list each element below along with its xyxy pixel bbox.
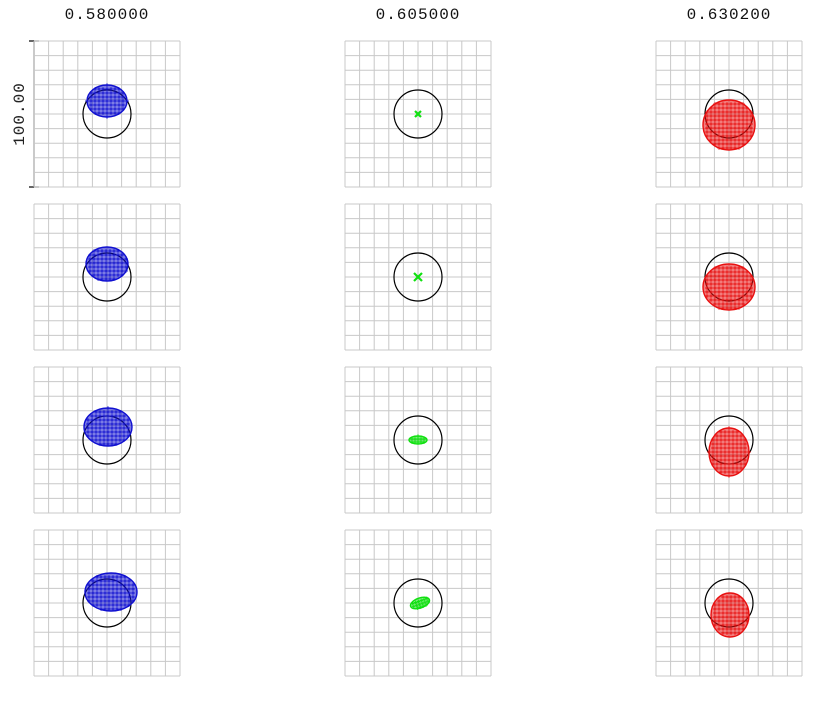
spot-blob — [710, 592, 750, 638]
spot-blue-spot-column — [85, 83, 129, 119]
spot-panel-field-2-blue-spot-column — [33, 203, 181, 351]
airy-disk-circle — [393, 578, 443, 628]
spot-blob — [84, 572, 138, 612]
spot-blob — [702, 99, 756, 151]
spot-red-spot-column — [707, 426, 751, 478]
spot-panel-field-4-blue-spot-column — [33, 529, 181, 677]
spot-blue-spot-column — [83, 406, 133, 447]
wavelength-label-1: 0.580000 — [65, 6, 150, 24]
spot-panel-field-4-green-spot-column — [344, 529, 492, 677]
spot-blue-spot-column — [84, 572, 138, 612]
spot-ray-marks — [86, 406, 130, 446]
spot-panel-field-2-red-spot-column — [655, 203, 803, 351]
scale-bar-label: 100.00 — [11, 82, 29, 146]
spot-ray-marks — [88, 249, 128, 281]
spot-panel-field-3-red-spot-column — [655, 366, 803, 514]
spot-ray-marks — [410, 434, 426, 444]
spot-ray-marks — [705, 266, 753, 310]
spot-green-spot-column — [413, 272, 423, 282]
wavelength-label-2: 0.605000 — [376, 6, 461, 24]
spot-mark — [414, 110, 422, 118]
spot-ray-marks — [713, 595, 749, 635]
spot-red-spot-column — [702, 99, 756, 151]
wavelength-headers: 0.580000 0.605000 0.630200 — [65, 6, 772, 24]
spot-ray-marks — [85, 83, 129, 119]
spot-ray-marks — [410, 596, 430, 610]
spot-panel-field-3-blue-spot-column — [33, 366, 181, 514]
airy-disk-circle — [393, 89, 443, 139]
spot-panel-field-1-green-spot-column — [344, 40, 492, 188]
spot-blob — [702, 263, 756, 311]
spot-ray-marks — [87, 575, 135, 611]
spot-green-spot-column — [408, 434, 428, 445]
spot-panels — [33, 40, 803, 677]
airy-disk-circle — [393, 252, 443, 302]
spot-mark — [413, 272, 423, 282]
spot-panel-field-1-red-spot-column — [655, 40, 803, 188]
spot-green-spot-column — [414, 110, 422, 118]
airy-disk-circle — [393, 415, 443, 465]
spot-blob — [85, 246, 129, 282]
spot-green-spot-column — [409, 596, 431, 610]
wavelength-label-3: 0.630200 — [687, 6, 772, 24]
spot-red-spot-column — [710, 592, 750, 638]
spot-panel-field-4-red-spot-column — [655, 529, 803, 677]
spot-red-spot-column — [702, 263, 756, 311]
spot-ray-marks — [705, 102, 753, 150]
spot-panel-field-1-blue-spot-column — [33, 40, 181, 188]
spot-panel-field-3-green-spot-column — [344, 366, 492, 514]
spot-blue-spot-column — [85, 246, 129, 282]
spot-ray-marks — [707, 426, 751, 478]
spot-panel-field-2-green-spot-column — [344, 203, 492, 351]
